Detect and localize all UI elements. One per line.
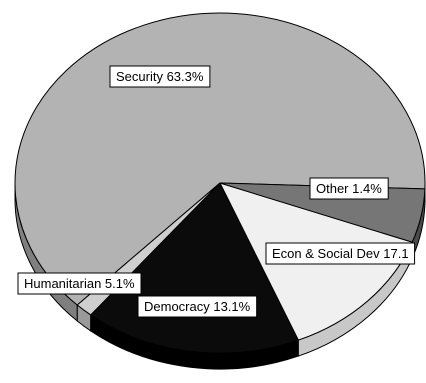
pie-label-text: Other 1.4%: [316, 181, 382, 196]
pie-label-econ-and-social-dev: Econ & Social Dev 17.1: [266, 243, 415, 264]
pie-label-text: Democracy 13.1%: [144, 299, 251, 314]
pie-label-security: Security 63.3%: [110, 66, 210, 87]
pie-label-text: Humanitarian 5.1%: [24, 276, 135, 291]
pie-label-other: Other 1.4%: [310, 178, 388, 199]
pie-label-text: Econ & Social Dev 17.1: [272, 246, 409, 261]
pie-label-humanitarian: Humanitarian 5.1%: [18, 273, 141, 294]
pie-label-democracy: Democracy 13.1%: [138, 296, 257, 317]
pie-label-text: Security 63.3%: [116, 69, 204, 84]
